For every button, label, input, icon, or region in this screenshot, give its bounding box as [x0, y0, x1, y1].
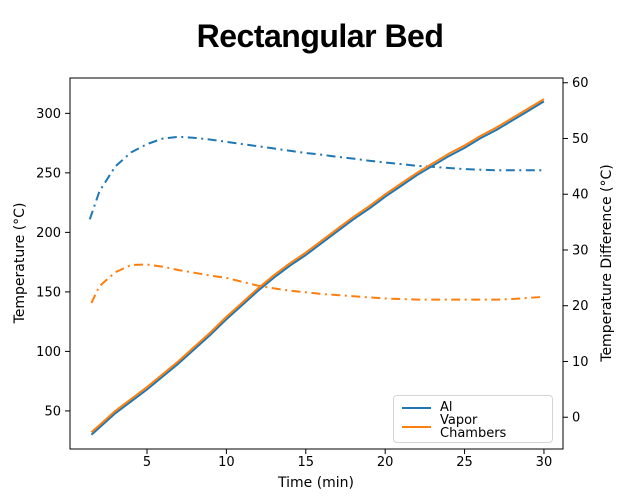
- y-left-tick-label: 200: [36, 226, 61, 241]
- x-tick-label: 10: [218, 455, 235, 470]
- series-line-vapor-chambers-temperature-difference: [90, 263, 544, 304]
- y-right-tick-label: 60: [572, 76, 589, 91]
- x-tick-label: 30: [536, 455, 553, 470]
- chart-title: Rectangular Bed: [196, 18, 444, 54]
- legend-line-swatch: [402, 406, 431, 409]
- y-axis-right-label: Temperature Difference (°C): [599, 164, 615, 362]
- legend-entry-al: Al: [402, 401, 544, 414]
- legend: Al Vapor Chambers: [393, 395, 553, 443]
- y-right-tick-label: 0: [572, 411, 580, 426]
- y-axis-left-label: Temperature (°C): [12, 202, 28, 324]
- y-left-tick-label: 50: [44, 404, 61, 419]
- x-tick-label: 5: [143, 455, 151, 470]
- y-left-tick-label: 150: [36, 285, 61, 300]
- y-right-tick-label: 30: [572, 243, 589, 258]
- legend-line-swatch: [402, 426, 431, 428]
- y-right-tick-label: 10: [572, 355, 589, 370]
- x-tick-label: 15: [298, 455, 315, 470]
- y-right-tick-label: 40: [572, 188, 589, 203]
- series-line-vapor-chambers: [90, 98, 545, 434]
- y-left-tick-label: 300: [36, 107, 61, 122]
- y-left-tick-label: 100: [36, 345, 61, 360]
- series-line-al: [90, 100, 545, 436]
- series-line-al-temperature-difference: [88, 135, 544, 220]
- x-tick-label: 20: [377, 455, 394, 470]
- plot-border: [69, 77, 564, 450]
- y-right-tick-label: 20: [572, 299, 589, 314]
- y-left-tick-label: 250: [36, 166, 61, 181]
- legend-label: Vapor Chambers: [440, 413, 507, 441]
- x-axis-label: Time (min): [277, 475, 355, 491]
- x-tick-label: 25: [456, 455, 473, 470]
- y-right-tick-label: 50: [572, 132, 589, 147]
- legend-label: Al: [440, 400, 453, 415]
- legend-entry-vapor-chambers: Vapor Chambers: [402, 414, 544, 440]
